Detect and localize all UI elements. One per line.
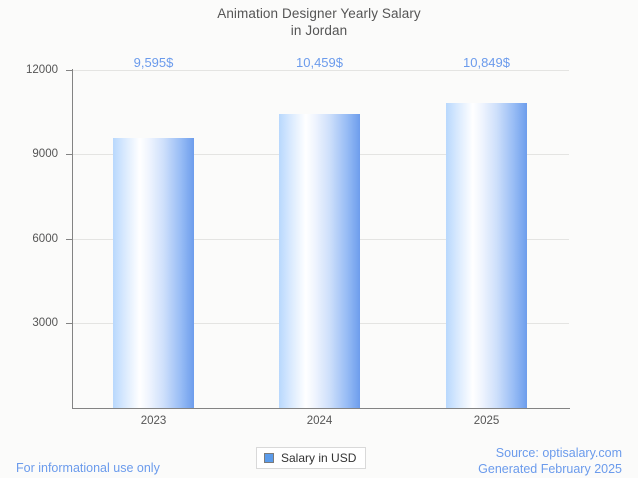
y-axis-line: [72, 69, 73, 409]
chart-title-line-1: Animation Designer Yearly Salary: [217, 6, 421, 21]
bar-2025[interactable]: [446, 103, 527, 408]
x-axis-line: [72, 408, 570, 409]
xtick-label-2025: 2025: [473, 415, 500, 427]
bar-value-label-2025: 10,849$: [463, 55, 510, 70]
bar-value-label-2023: 9,595$: [133, 55, 174, 70]
legend-swatch-icon: [264, 453, 274, 463]
chart-legend[interactable]: Salary in USD: [256, 447, 367, 469]
generated-date-text: Generated February 2025: [478, 461, 622, 476]
source-text: Source: optisalary.com: [495, 446, 622, 460]
source-credit: Source: optisalary.com Generated Februar…: [478, 446, 622, 477]
disclaimer-text: For informational use only: [16, 461, 160, 475]
chart-title-line-2: in Jordan: [290, 23, 348, 38]
ytick-mark-6000: [66, 239, 72, 240]
bar-2024[interactable]: [279, 114, 360, 408]
ytick-mark-9000: [66, 154, 72, 155]
ytick-label-12000: 12000: [26, 64, 58, 76]
chart-title: Animation Designer Yearly Salary in Jord…: [0, 5, 638, 39]
gridline-12000: [72, 70, 569, 71]
ytick-mark-3000: [66, 323, 72, 324]
legend-item-label: Salary in USD: [281, 451, 357, 465]
ytick-mark-12000: [66, 70, 72, 71]
xtick-label-2023: 2023: [140, 415, 167, 427]
ytick-label-3000: 3000: [32, 317, 58, 329]
xtick-label-2024: 2024: [306, 415, 333, 427]
bar-2023[interactable]: [113, 138, 194, 408]
ytick-label-9000: 9000: [32, 148, 58, 160]
bar-value-label-2024: 10,459$: [296, 55, 343, 70]
ytick-label-6000: 6000: [32, 233, 58, 245]
